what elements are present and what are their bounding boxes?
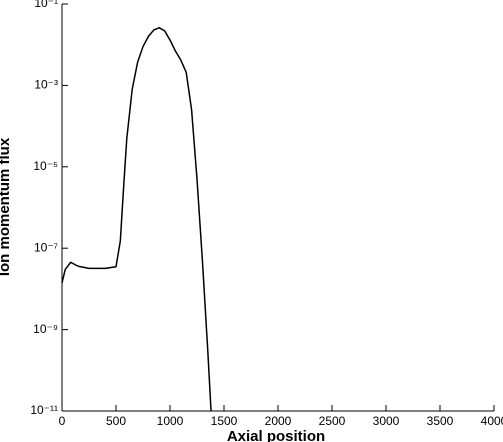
y-tick-label: 10⁻¹¹ — [30, 403, 58, 417]
y-tick-label: 10⁻⁷ — [34, 240, 58, 254]
x-tick-label: 4000 — [481, 414, 503, 428]
y-tick-label: 10⁻⁹ — [33, 322, 58, 336]
x-tick-label: 2000 — [265, 414, 292, 428]
x-tick-label: 500 — [106, 414, 126, 428]
y-tick-label: 10⁻¹ — [34, 0, 58, 10]
y-tick-label: 10⁻³ — [34, 78, 58, 92]
y-axis-title: Ion momentum flux — [0, 137, 13, 276]
x-tick-label: 3000 — [373, 414, 400, 428]
x-tick-label: 1500 — [211, 414, 238, 428]
x-axis-title: Axial position — [227, 428, 325, 442]
data-line — [61, 27, 212, 412]
x-tick-label: 1000 — [157, 414, 184, 428]
x-tick-label: 3500 — [427, 414, 454, 428]
x-tick-label: 0 — [59, 414, 66, 428]
x-tick-label: 2500 — [319, 414, 346, 428]
y-tick-label: 10⁻⁵ — [33, 159, 58, 173]
